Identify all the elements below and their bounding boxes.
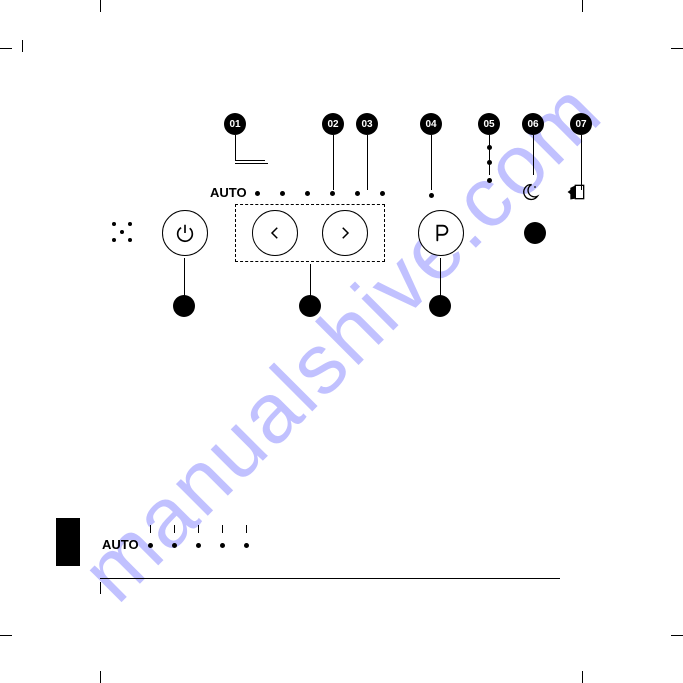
leader-line bbox=[235, 160, 265, 161]
leader-line bbox=[184, 258, 185, 296]
callout-03: 03 bbox=[356, 113, 378, 135]
callout-02: 02 bbox=[322, 113, 344, 135]
rule-tick bbox=[100, 582, 101, 594]
leader-line bbox=[367, 135, 368, 190]
callout-01: 01 bbox=[224, 113, 246, 135]
tick-mark bbox=[150, 525, 151, 533]
solid-marker bbox=[173, 295, 195, 317]
chevron-right-icon bbox=[336, 224, 354, 242]
leader-line bbox=[489, 135, 490, 175]
leader-dot bbox=[487, 178, 492, 183]
crop-mark bbox=[0, 635, 12, 636]
horizontal-rule bbox=[100, 578, 560, 579]
indicator-dot bbox=[196, 543, 201, 548]
indicator-dot bbox=[280, 191, 285, 196]
indicator-dot bbox=[355, 191, 360, 196]
watermark-text: manualshive.com bbox=[62, 62, 620, 620]
indicator-dot bbox=[244, 543, 249, 548]
crop-mark bbox=[582, 671, 583, 683]
tick-mark bbox=[198, 525, 199, 533]
leader-dot bbox=[429, 193, 434, 198]
crop-mark bbox=[22, 40, 23, 52]
indicator-dot bbox=[220, 543, 225, 548]
solid-marker bbox=[524, 222, 546, 244]
indicator-dot bbox=[148, 543, 153, 548]
leader-line bbox=[333, 135, 334, 190]
leader-line bbox=[310, 264, 311, 296]
crop-mark bbox=[100, 0, 101, 12]
p-icon bbox=[430, 222, 452, 244]
indicator-dot bbox=[330, 191, 335, 196]
crop-mark bbox=[0, 48, 12, 49]
auto-label-top: AUTO bbox=[210, 185, 247, 200]
indicator-dot bbox=[380, 191, 385, 196]
leader-line bbox=[533, 135, 534, 175]
callout-05: 05 bbox=[478, 113, 500, 135]
solid-marker bbox=[429, 295, 451, 317]
tick-mark bbox=[246, 525, 247, 533]
tick-mark bbox=[174, 525, 175, 533]
tick-mark bbox=[222, 525, 223, 533]
crop-mark bbox=[100, 671, 101, 683]
door-open-icon bbox=[567, 182, 587, 202]
crop-mark bbox=[582, 0, 583, 12]
night-mode-icon bbox=[520, 182, 540, 202]
leader-line bbox=[431, 135, 432, 190]
chevron-left-icon bbox=[266, 224, 284, 242]
previous-button[interactable] bbox=[252, 210, 298, 256]
power-button[interactable] bbox=[162, 210, 208, 256]
crop-mark bbox=[671, 48, 683, 49]
indicator-dot bbox=[255, 191, 260, 196]
leader-dot bbox=[487, 160, 492, 165]
indicator-dot bbox=[305, 191, 310, 196]
leader-dot bbox=[487, 145, 492, 150]
leader-line bbox=[440, 258, 441, 296]
leader-line bbox=[235, 135, 236, 160]
page-tab bbox=[56, 518, 80, 566]
auto-label-bottom: AUTO bbox=[102, 537, 139, 552]
callout-07: 07 bbox=[570, 113, 592, 135]
solid-marker bbox=[299, 295, 321, 317]
next-button[interactable] bbox=[322, 210, 368, 256]
program-button[interactable] bbox=[418, 210, 464, 256]
indicator-dot bbox=[172, 543, 177, 548]
callout-06: 06 bbox=[522, 113, 544, 135]
leader-line bbox=[235, 163, 268, 164]
power-icon bbox=[174, 222, 196, 244]
five-dots-indicator bbox=[108, 218, 138, 248]
callout-04: 04 bbox=[420, 113, 442, 135]
crop-mark bbox=[671, 635, 683, 636]
